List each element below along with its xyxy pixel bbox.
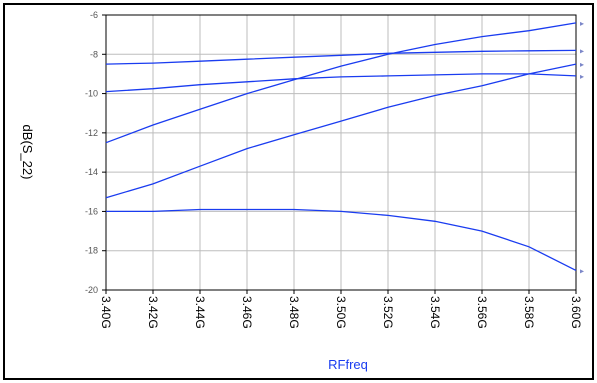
y-axis-ticks: -20 -18 -16 -14 -12 -10 -8 -6 [85,10,106,295]
y-tick-label: -18 [85,246,98,256]
trace-end-marker: ▸ [580,60,584,69]
x-tick-label: 3.58G [522,296,536,329]
x-tick-label: 3.56G [475,296,489,329]
y-axis-label: dB(S_22) [20,125,35,180]
x-tick-label: 3.42G [146,296,160,329]
y-tick-label: -8 [90,49,98,59]
trace-end-marker: ▸ [580,72,584,81]
chart-svg: -20-18-16-14-12-10-8-6 3.40G 3.42G 3.44G 3.… [20,10,584,372]
x-tick-label: 3.52G [381,296,395,329]
x-tick-label: 3.40G [99,296,113,329]
trace-end-marker: ▸ [580,19,584,28]
y-tick-label: -20 [85,285,98,295]
x-tick-label: 3.44G [193,296,207,329]
series-line-4 [105,63,577,199]
y-tick-label: -16 [85,206,98,216]
x-tick-label: 3.60G [569,296,583,329]
series-line-1 [105,49,577,65]
x-tick-label: 3.48G [287,296,301,329]
y-tick-label: -12 [85,128,98,138]
y-tick-label: -6 [90,10,98,20]
y-tick-label: -14 [85,167,98,177]
x-axis-ticks: 3.40G 3.42G 3.44G 3.46G 3.48G 3.50G 3.52G 3.54G… [99,290,583,329]
trace-end-marker: ▸ [580,266,584,275]
trace-end-marker: ▸ [580,46,584,55]
series-line-5 [106,208,577,271]
trace-markers: ▸ ▸ ▸ ▸ ▸ [580,19,584,276]
chart-frame: -20 -18 -16 -14 -12 -10 -8 -6 3.40G 3.42G 3.44G 3.… [3,3,594,380]
x-tick-label: 3.50G [334,296,348,329]
y-tick-label: -10 [85,89,98,99]
series-line-3 [105,22,577,144]
x-axis-label: RFfreq [328,357,368,372]
series-line-2 [105,73,577,93]
series-group [105,22,577,271]
x-tick-label: 3.54G [428,296,442,329]
x-tick-label: 3.46G [240,296,254,329]
